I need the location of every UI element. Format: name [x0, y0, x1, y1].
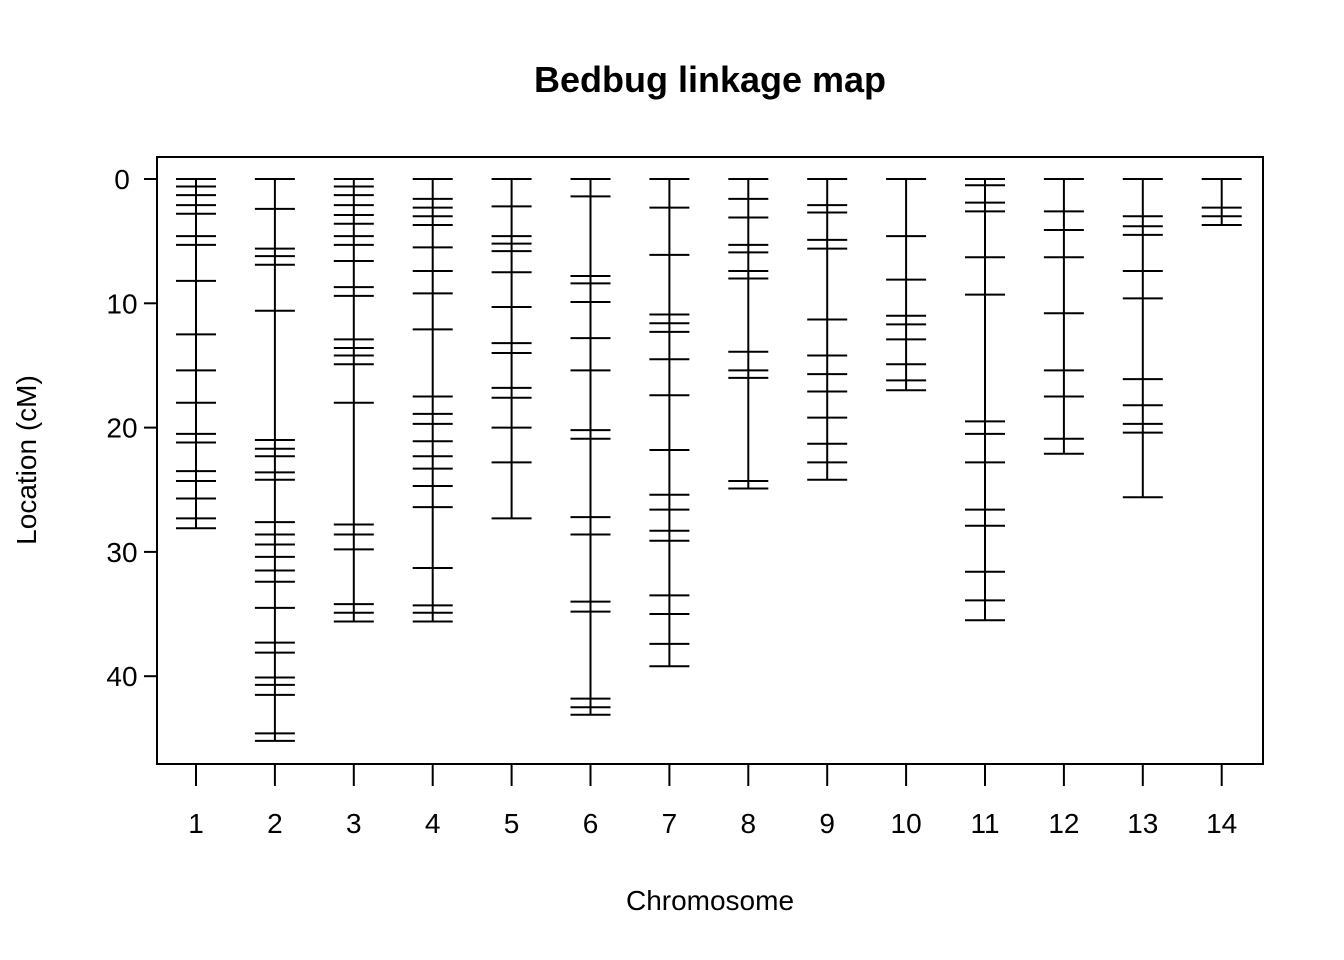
y-tick-label: 10 — [106, 288, 137, 319]
y-tick-label: 30 — [106, 537, 137, 568]
x-tick-label: 3 — [346, 808, 362, 839]
chromosome-4 — [412, 178, 453, 623]
x-tick-label: 13 — [1127, 808, 1158, 839]
x-tick-label: 11 — [970, 808, 999, 839]
chromosome-13 — [1122, 178, 1163, 499]
chromosome-9 — [807, 178, 848, 481]
x-tick-label: 12 — [1048, 808, 1079, 839]
chromosome-8 — [728, 178, 769, 490]
x-tick-label: 4 — [425, 808, 441, 839]
chromosome-5 — [491, 178, 532, 520]
y-tick-label: 20 — [106, 413, 137, 444]
x-axis: 1 2 3 4 5 6 7 8 9 10 11 12 13 14 — [188, 763, 1237, 839]
x-tick-label: 5 — [504, 808, 520, 839]
x-tick-label: 10 — [891, 808, 922, 839]
chromosome-2 — [254, 178, 295, 742]
y-axis: 0 10 20 30 40 — [106, 164, 157, 692]
chromosome-3 — [333, 178, 374, 623]
x-tick-label: 2 — [267, 808, 283, 839]
chromosome-14 — [1201, 178, 1242, 226]
x-tick-label: 7 — [662, 808, 678, 839]
x-tick-label: 8 — [741, 808, 757, 839]
plot-frame — [156, 156, 1264, 765]
chromosome-11 — [965, 178, 1005, 622]
y-tick-label: 40 — [106, 661, 137, 692]
y-tick-label: 0 — [114, 164, 130, 195]
chromosome-6 — [570, 178, 611, 716]
chromosome-12 — [1043, 178, 1084, 455]
x-tick-label: 9 — [819, 808, 835, 839]
chromosome-7 — [649, 178, 690, 668]
x-tick-label: 14 — [1206, 808, 1237, 839]
chromosome-1 — [176, 178, 216, 530]
chromosome-group — [176, 178, 1242, 742]
y-axis-label: Location (cM) — [11, 375, 42, 545]
x-axis-label: Chromosome — [626, 885, 794, 916]
x-tick-label: 1 — [188, 808, 204, 839]
chromosome-10 — [886, 178, 927, 392]
x-tick-label: 6 — [583, 808, 599, 839]
chart-title: Bedbug linkage map — [534, 59, 886, 100]
